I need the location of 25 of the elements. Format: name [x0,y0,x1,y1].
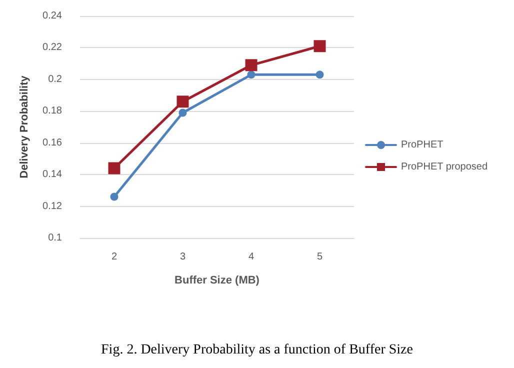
y-tick-label: 0.1 [48,232,62,244]
legend-label: ProPHET proposed [401,162,488,172]
point [178,108,187,117]
y-tick-label: 0.14 [42,169,62,180]
point [110,192,118,201]
caption: Fig. 2. Delivery Probability as a function of Buffer Size [101,342,413,358]
y-tick-label: 0.24 [42,10,62,22]
point [316,70,324,79]
x-tick-label: 5 [316,252,323,262]
y-tick-label: 0.2 [48,74,62,85]
y-axis-title: Delivery Probability [18,74,30,178]
y-tick-label: 0.22 [42,42,62,54]
legend-label: ProPHET [401,140,444,150]
x-tick-label: 2 [111,252,118,262]
y-tick-label: 0.16 [42,137,62,148]
point [247,70,256,79]
x-axis-title: Buffer Size (MB) [174,274,260,286]
x-tick-label: 4 [248,252,254,262]
y-tick-label: 0.18 [42,106,62,117]
point [245,59,258,72]
y-tick-label: 0.12 [42,200,62,212]
point [108,162,120,174]
point [314,40,326,52]
x-tick-label: 3 [180,252,186,262]
point [176,96,189,108]
